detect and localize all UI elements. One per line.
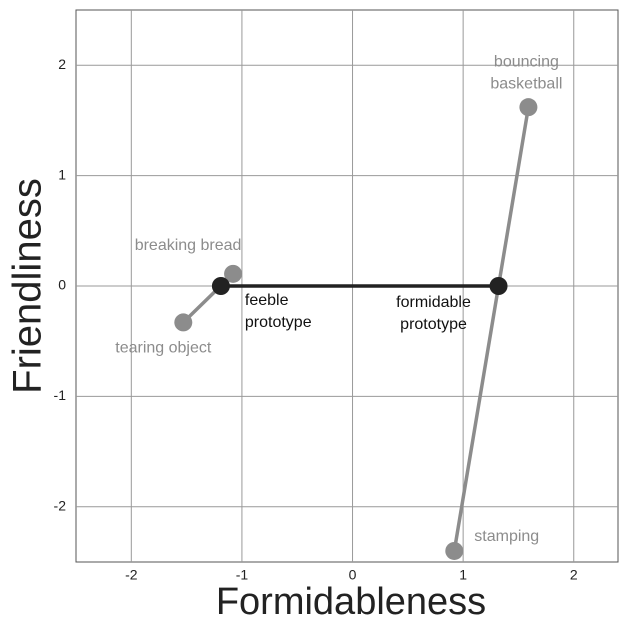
data-point [489,277,508,295]
point-label: feeble [245,292,289,309]
series-line [452,106,531,552]
data-point [211,277,230,295]
y-tick-label: 1 [58,166,66,182]
data-point [445,541,464,560]
data-point [519,98,538,117]
x-tick-label: -1 [236,567,249,583]
y-tick-label: 0 [58,277,66,293]
y-axis-label: Friendliness [6,178,50,394]
point-label: basketball [490,75,562,92]
point-label: prototype [245,314,312,331]
x-axis-label: Formidableness [216,581,486,622]
y-tick-label: -1 [54,387,67,403]
point-label: stamping [474,528,539,545]
data-point [224,264,243,283]
point-label: breaking bread [135,237,242,254]
y-tick-label: 2 [58,56,66,72]
y-tick-label: -2 [54,498,67,514]
point-label: formidable [396,294,471,311]
x-tick-label: -2 [125,567,138,583]
point-label: tearing object [115,340,212,357]
point-label: prototype [400,316,467,333]
data-point [174,313,193,332]
x-tick-label: 0 [349,567,357,583]
point-label: bouncing [494,53,559,70]
x-tick-label: 1 [459,567,467,583]
x-tick-label: 2 [570,567,578,583]
